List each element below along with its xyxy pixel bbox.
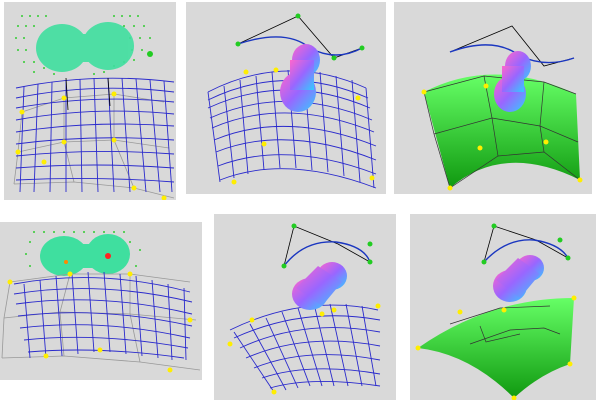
shaded-surface [424,74,580,188]
blob-shape [292,262,347,310]
curve-controls [283,225,371,267]
blob-shape [280,44,320,112]
curve-points [235,13,365,61]
blob-shape [40,234,130,276]
control-points [227,303,381,395]
shaded-surface [418,298,574,398]
panel-top-right [394,2,592,194]
bezier-curve [283,241,371,267]
point-field [15,15,151,75]
active-point [64,260,68,264]
scene-top-left [13,15,175,200]
curve-points [481,223,571,265]
scene-bottom-left [1,231,201,373]
panel-bottom-middle [214,214,396,400]
curve-controls [483,225,569,263]
control-points [15,91,167,200]
active-point [147,51,153,57]
blob-shape [494,51,531,112]
control-cage [449,305,561,345]
panel-bottom-right [410,214,596,400]
wire-mesh [229,303,381,393]
control-cage [13,93,175,199]
blob-shape [493,255,544,302]
scene-top-right [421,25,583,191]
wire-mesh [13,271,193,361]
control-points [415,295,577,400]
panel-top-middle [186,2,386,194]
point-field [25,231,141,267]
bezier-curve [483,239,569,263]
blob-shape [36,22,134,72]
scene-bottom-middle [227,223,381,395]
panel-top-left [4,2,176,200]
control-cage [1,273,201,371]
scene-bottom-right [415,223,577,400]
control-points [231,67,375,185]
wire-mesh [15,77,175,193]
control-points [7,271,193,373]
control-points [421,83,583,191]
handle-lines [65,77,111,111]
scene-top-middle [207,13,377,189]
curve-points [281,223,373,269]
panel-bottom-left [0,222,202,380]
active-point [105,253,111,259]
